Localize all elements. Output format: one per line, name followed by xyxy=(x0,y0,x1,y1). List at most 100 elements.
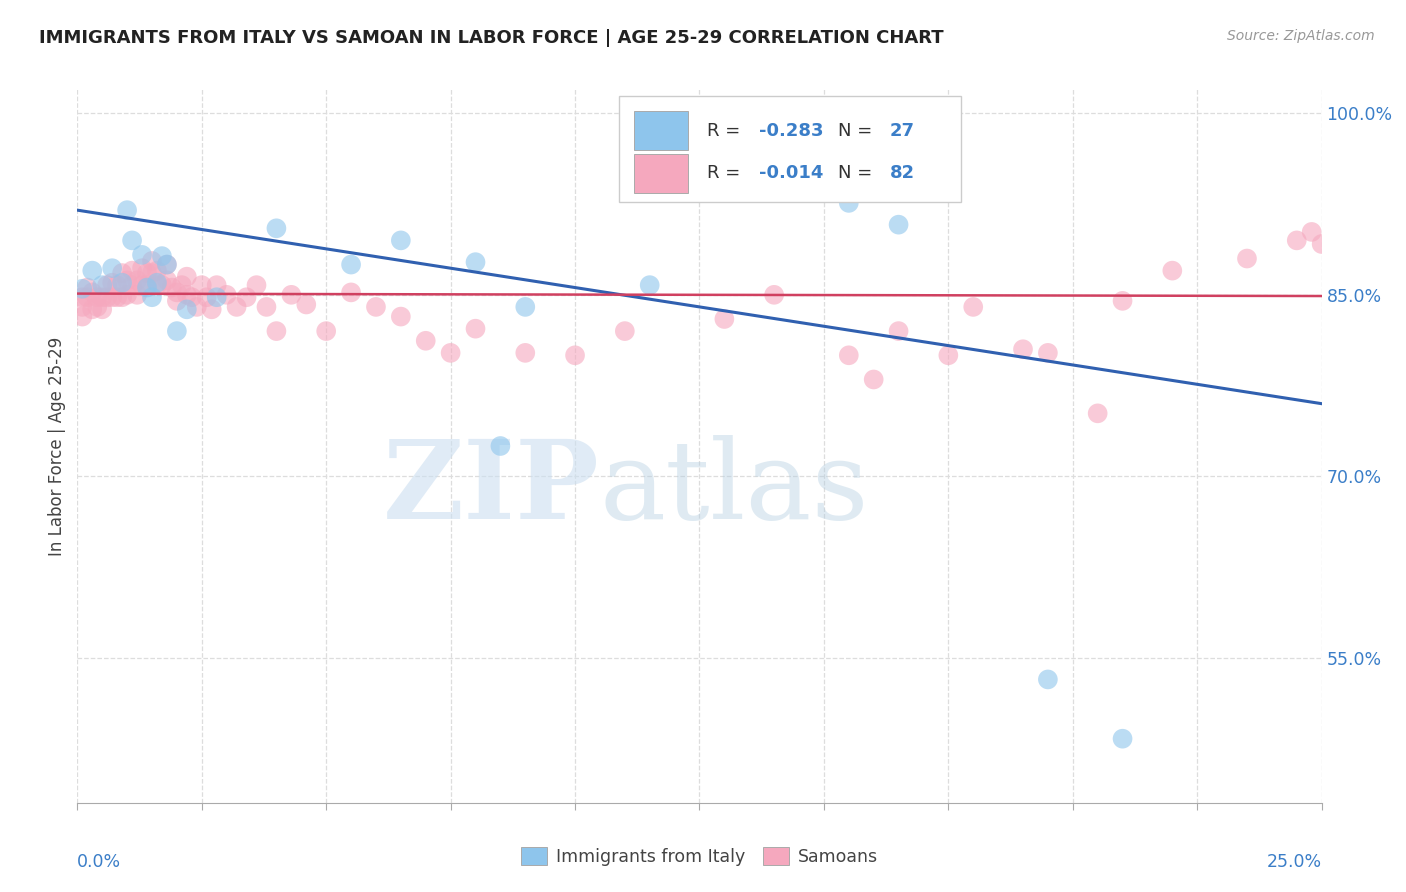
Point xyxy=(136,278,159,293)
Text: -0.283: -0.283 xyxy=(759,121,824,139)
Point xyxy=(1036,346,1059,360)
Point xyxy=(150,249,173,263)
Point xyxy=(141,266,163,280)
Point xyxy=(862,372,884,386)
Point xyxy=(838,348,860,362)
Point xyxy=(131,261,153,276)
Point xyxy=(201,302,224,317)
Point xyxy=(101,261,124,276)
Point xyxy=(160,280,183,294)
Point xyxy=(141,290,163,304)
Point xyxy=(136,266,159,280)
Text: atlas: atlas xyxy=(600,435,869,542)
FancyBboxPatch shape xyxy=(634,154,689,193)
Point xyxy=(141,254,163,268)
Point xyxy=(105,278,128,293)
Point xyxy=(938,348,960,362)
Point xyxy=(76,280,98,294)
Point xyxy=(613,324,636,338)
Point xyxy=(125,273,148,287)
Point xyxy=(266,324,288,338)
Point xyxy=(91,290,114,304)
Point xyxy=(1036,673,1059,687)
Point xyxy=(295,297,318,311)
Point xyxy=(170,278,193,293)
Point xyxy=(364,300,387,314)
Point xyxy=(91,302,114,317)
Point xyxy=(515,300,537,314)
Point xyxy=(115,273,138,287)
Point xyxy=(1161,263,1184,277)
Point xyxy=(180,290,202,304)
Point xyxy=(82,302,104,317)
Point xyxy=(1111,731,1133,746)
Point xyxy=(156,273,179,287)
Point xyxy=(115,203,138,218)
FancyBboxPatch shape xyxy=(634,112,689,150)
Point xyxy=(340,258,363,272)
Point xyxy=(1285,233,1308,247)
Point xyxy=(464,255,486,269)
Text: N =: N = xyxy=(838,121,877,139)
Point xyxy=(115,288,138,302)
Point xyxy=(962,300,984,314)
Point xyxy=(515,346,537,360)
Point xyxy=(205,278,228,293)
Point xyxy=(464,321,486,335)
Point xyxy=(195,290,218,304)
Point xyxy=(186,300,208,314)
Point xyxy=(76,290,98,304)
Text: R =: R = xyxy=(707,121,747,139)
Text: N =: N = xyxy=(838,164,877,182)
Point xyxy=(638,278,661,293)
Point xyxy=(96,278,118,293)
Text: -0.014: -0.014 xyxy=(759,164,824,182)
Point xyxy=(101,276,124,290)
Point xyxy=(838,195,860,210)
Point xyxy=(156,258,179,272)
Point xyxy=(176,302,198,317)
Point xyxy=(146,276,169,290)
Text: IMMIGRANTS FROM ITALY VS SAMOAN IN LABOR FORCE | AGE 25-29 CORRELATION CHART: IMMIGRANTS FROM ITALY VS SAMOAN IN LABOR… xyxy=(39,29,943,46)
Point xyxy=(280,288,302,302)
Point xyxy=(111,290,134,304)
Point xyxy=(166,285,188,300)
Point xyxy=(1012,343,1035,357)
Point xyxy=(191,278,214,293)
Point xyxy=(86,300,108,314)
Point xyxy=(136,280,159,294)
Point xyxy=(256,300,278,314)
Point xyxy=(121,263,143,277)
Point xyxy=(266,221,288,235)
Point xyxy=(713,312,735,326)
Point xyxy=(72,282,94,296)
Text: 82: 82 xyxy=(890,164,915,182)
Point xyxy=(245,278,267,293)
Point xyxy=(146,278,169,293)
Point xyxy=(156,258,179,272)
Point xyxy=(564,348,586,362)
Point xyxy=(146,263,169,277)
Point xyxy=(105,290,128,304)
FancyBboxPatch shape xyxy=(619,96,960,202)
Point xyxy=(72,290,94,304)
Point xyxy=(131,278,153,293)
Text: 0.0%: 0.0% xyxy=(77,853,121,871)
Point xyxy=(86,290,108,304)
Point xyxy=(96,290,118,304)
Point xyxy=(72,310,94,324)
Point xyxy=(389,310,412,324)
Point xyxy=(101,290,124,304)
Point xyxy=(82,263,104,277)
Point xyxy=(340,285,363,300)
Point xyxy=(166,293,188,308)
Point xyxy=(489,439,512,453)
Point xyxy=(131,248,153,262)
Text: Source: ZipAtlas.com: Source: ZipAtlas.com xyxy=(1227,29,1375,43)
Point xyxy=(121,233,143,247)
Point xyxy=(1301,225,1323,239)
Point xyxy=(176,269,198,284)
Point xyxy=(166,324,188,338)
Point xyxy=(82,285,104,300)
Point xyxy=(150,278,173,293)
